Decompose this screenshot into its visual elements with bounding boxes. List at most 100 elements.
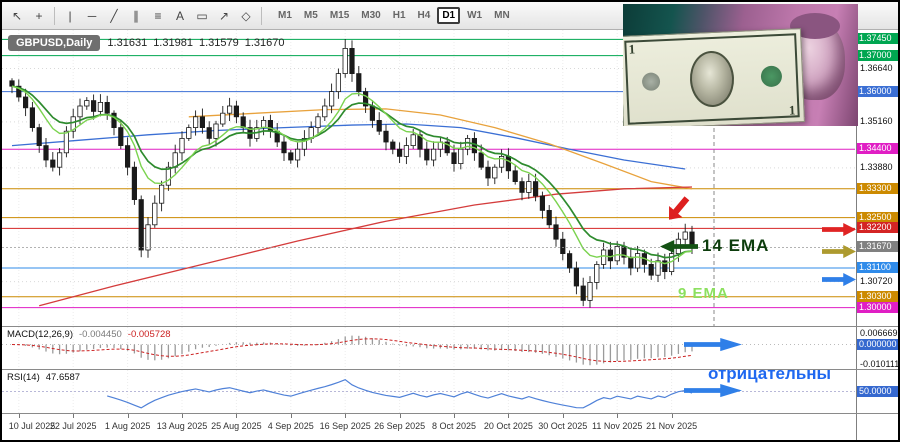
date-label: 20 Oct 2025 xyxy=(483,421,533,431)
date-tick xyxy=(508,414,510,418)
timeframe-m5-button[interactable]: M5 xyxy=(299,7,323,24)
dollar-bill: 1 1 xyxy=(623,28,805,126)
axis-value-label: 50.0000 xyxy=(857,385,898,397)
date-label: 10 Jul 2025 xyxy=(8,421,56,431)
resistance-level-arrow-icon xyxy=(822,222,856,237)
equidistant-channel-tool-button[interactable]: ∥ xyxy=(126,6,146,26)
low-value: 1.31579 xyxy=(198,37,239,49)
text-label-tool-button[interactable]: ▭ xyxy=(192,6,212,26)
currency-photo: 1 1 xyxy=(623,4,858,126)
date-tick xyxy=(127,414,129,418)
timeframe-d1-button[interactable]: D1 xyxy=(437,7,461,24)
date-label: 13 Aug 2025 xyxy=(156,421,208,431)
toolbar-tools: ↖ + | ─ ╱ ∥ ≡ A ▭ ↗ ◇ xyxy=(6,6,266,26)
date-label: 26 Sep 2025 xyxy=(374,421,426,431)
dollar-numeral: 1 xyxy=(788,102,796,118)
rsi-value: 47.6587 xyxy=(45,372,81,383)
date-tick xyxy=(617,414,619,418)
fibonacci-tool-button[interactable]: ≡ xyxy=(148,6,168,26)
support-level-arrow-icon xyxy=(822,272,856,287)
candlestick-chart[interactable] xyxy=(2,30,855,326)
high-value: 1.31981 xyxy=(153,37,193,49)
current-price-arrow-icon xyxy=(822,244,856,259)
date-tick xyxy=(73,414,75,418)
timeframe-h4-button[interactable]: H4 xyxy=(413,7,436,24)
macd-chart[interactable] xyxy=(2,327,855,369)
vertical-line-tool-button[interactable]: | xyxy=(60,6,80,26)
axis-value-label: 1.33300 xyxy=(857,182,898,194)
toolbar-timeframes: M1 M5 M15 M30 H1 H4 D1 W1 MN xyxy=(272,7,516,24)
text-tool-button[interactable]: A xyxy=(170,6,190,26)
date-label: 30 Oct 2025 xyxy=(538,421,588,431)
date-label: 22 Jul 2025 xyxy=(49,421,97,431)
chart-title: GBPUSD,Daily 1.31631 1.31981 1.31579 1.3… xyxy=(8,35,284,51)
axis-value-label: 1.35160 xyxy=(860,115,893,126)
ema14-arrow-icon xyxy=(660,239,698,254)
ema14-label: 14 EMA xyxy=(702,236,770,255)
axis-value-label: 0.000000 xyxy=(857,338,898,350)
macd-label: MACD(12,26,9) -0.004450 -0.005728 xyxy=(7,329,171,340)
date-label: 1 Aug 2025 xyxy=(104,421,151,431)
axis-value-label: 1.34400 xyxy=(857,143,898,155)
ema9-label: 9 EMA xyxy=(678,285,729,302)
close-value: 1.31670 xyxy=(244,37,285,49)
timeframe-m1-button[interactable]: M1 xyxy=(273,7,297,24)
axis-value-label: 1.33880 xyxy=(860,161,893,172)
date-tick xyxy=(671,414,673,418)
axis-value-label: 1.32500 xyxy=(857,211,898,223)
panel-divider xyxy=(2,369,898,370)
date-label: 16 Sep 2025 xyxy=(319,421,371,431)
axis-value-label: 1.30720 xyxy=(860,275,893,286)
panel-divider xyxy=(2,326,898,327)
price-axis[interactable]: 1.37450 1.37000 1.36640 1.36000 1.35160 1.344… xyxy=(856,30,900,440)
axis-value-label: 1.30300 xyxy=(857,290,898,302)
arrows-tool-button[interactable]: ↗ xyxy=(214,6,234,26)
trendline-tool-button[interactable]: ╱ xyxy=(104,6,124,26)
axis-value-label: 1.32200 xyxy=(857,222,898,234)
date-label: 21 Nov 2025 xyxy=(646,421,698,431)
date-label: 4 Sep 2025 xyxy=(267,421,314,431)
axis-value-label: 1.30000 xyxy=(857,301,898,313)
timeframe-h1-button[interactable]: H1 xyxy=(388,7,411,24)
axis-value-label: 1.36640 xyxy=(860,62,893,73)
resistance-pointer-arrow-icon xyxy=(661,192,694,226)
axis-value-label: 0.006669 xyxy=(860,328,898,338)
date-tick xyxy=(399,414,401,418)
date-tick xyxy=(345,414,347,418)
date-tick xyxy=(182,414,183,418)
macd-panel[interactable]: MACD(12,26,9) -0.004450 -0.005728 xyxy=(2,327,856,369)
timeframe-mn-button[interactable]: MN xyxy=(489,7,515,24)
date-label: 8 Oct 2025 xyxy=(431,421,477,431)
ohlc-values: 1.31631 1.31981 1.31579 1.31670 xyxy=(107,37,284,49)
macd-main-value: -0.004450 xyxy=(79,329,122,340)
dollar-numeral: 1 xyxy=(628,41,636,57)
cursor-tool-button[interactable]: ↖ xyxy=(7,6,27,26)
macd-name: MACD(12,26,9) xyxy=(7,329,73,340)
rsi-chart[interactable] xyxy=(2,370,855,413)
timeframe-w1-button[interactable]: W1 xyxy=(462,7,487,24)
date-tick xyxy=(18,414,20,418)
macd-signal-value: -0.005728 xyxy=(127,329,171,340)
main-chart-plot[interactable]: GBPUSD,Daily 1.31631 1.31981 1.31579 1.3… xyxy=(2,30,856,326)
axis-value-label: -0.010111 xyxy=(860,359,900,370)
date-tick xyxy=(454,414,455,418)
toolbar-separator xyxy=(261,6,262,25)
toolbar-separator xyxy=(54,6,55,25)
date-label: 25 Aug 2025 xyxy=(211,421,262,431)
crosshair-tool-button[interactable]: + xyxy=(29,6,49,26)
axis-value-label: 1.36000 xyxy=(857,85,898,97)
open-value: 1.31631 xyxy=(107,37,148,49)
horizontal-line-tool-button[interactable]: ─ xyxy=(82,6,102,26)
macd-zero-arrow-icon xyxy=(684,337,742,352)
shapes-tool-button[interactable]: ◇ xyxy=(236,6,256,26)
axis-value-label: 1.37450 xyxy=(857,33,898,45)
timeframe-m15-button[interactable]: M15 xyxy=(325,7,354,24)
axis-value-label: 1.37000 xyxy=(857,49,898,61)
axis-value-label: 1.31670 xyxy=(857,241,898,253)
date-label: 11 Nov 2025 xyxy=(592,421,643,431)
timeframe-m30-button[interactable]: M30 xyxy=(356,7,385,24)
date-axis[interactable]: 10 Jul 2025 22 Jul 2025 1 Aug 2025 13 Aug 2… xyxy=(2,414,856,440)
panel-divider xyxy=(2,413,898,414)
rsi-level-arrow-icon xyxy=(684,383,742,398)
